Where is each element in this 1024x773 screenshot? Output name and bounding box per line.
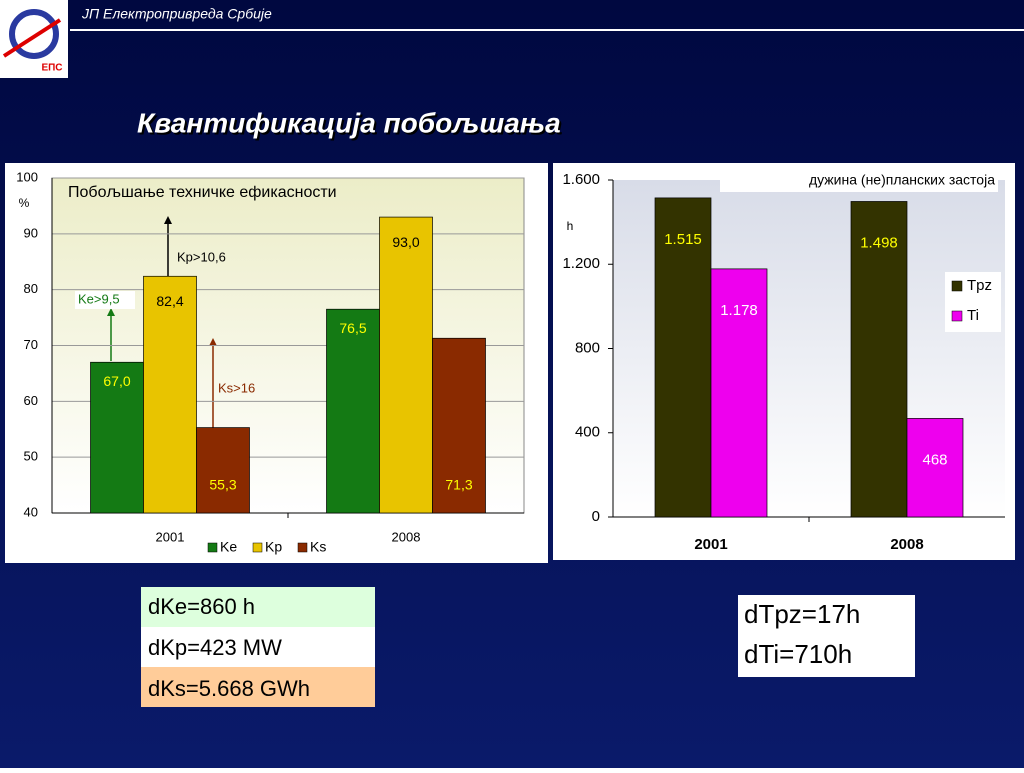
legend-label: Ti [967, 307, 979, 324]
legend-swatch [951, 280, 963, 292]
arrow-head [164, 216, 172, 224]
legend-label: Ks [310, 539, 326, 555]
legend-swatch [951, 310, 963, 322]
bar [143, 275, 197, 514]
bar [90, 361, 144, 514]
y-tick-label: 90 [24, 225, 38, 240]
data-label: 93,0 [392, 234, 419, 250]
logo-text: ЕПС [41, 63, 62, 74]
data-label: 468 [922, 451, 947, 468]
legend-label: Tpz [967, 277, 992, 294]
annotation-box [75, 291, 135, 309]
chart-title: дужина (не)планских застоја [809, 172, 995, 188]
bar [710, 268, 768, 518]
legend-label: Kp [265, 539, 282, 555]
annotation: Ke>9,5 [78, 291, 120, 306]
y-axis-label: % [19, 196, 30, 210]
annotation: Kp>10,6 [177, 249, 226, 264]
y-tick-label: 1.200 [562, 255, 600, 272]
y-tick-label: 50 [24, 449, 38, 464]
y-tick-label: 0 [592, 508, 600, 525]
title-shadow: Квантификација побољшања [139, 109, 563, 140]
y-tick-label: 60 [24, 393, 38, 408]
legend-label: Ke [220, 539, 237, 555]
bar [432, 337, 486, 514]
bar [850, 201, 908, 518]
y-tick-label: 100 [16, 169, 38, 184]
data-label: 1.498 [860, 234, 898, 251]
stat: dTi=710h [744, 639, 852, 669]
data-label: 76,5 [339, 320, 366, 336]
y-tick-label: 1.600 [562, 171, 600, 188]
stat-row [141, 627, 375, 667]
data-label: 55,3 [209, 477, 236, 493]
y-tick-label: 70 [24, 337, 38, 352]
stat: dKs=5.668 GWh [148, 676, 310, 701]
data-label: 82,4 [156, 293, 183, 309]
bar [196, 427, 250, 514]
arrow-head [209, 338, 217, 346]
y-tick-label: 80 [24, 281, 38, 296]
y-axis-label: h [567, 219, 574, 233]
x-tick-label: 2008 [392, 529, 421, 544]
y-tick-label: 800 [575, 339, 600, 356]
stat-row [141, 667, 375, 707]
x-tick-label: 2001 [694, 536, 727, 553]
logo-circle [9, 9, 59, 59]
stat-row [141, 587, 375, 627]
bar [906, 418, 964, 518]
y-tick-label: 400 [575, 424, 600, 441]
stat-box [738, 595, 915, 677]
y-tick-label: 40 [24, 504, 38, 519]
legend-swatch [207, 542, 218, 553]
bar [654, 197, 712, 518]
legend-swatch [297, 542, 308, 553]
bar [379, 216, 433, 514]
logo-bolt [2, 18, 62, 58]
slide-title: Квантификација побољшања [137, 107, 561, 138]
chart-title: Побољшање техничке ефикасности [68, 184, 337, 201]
data-label: 1.178 [720, 302, 758, 319]
title-box [720, 170, 998, 192]
data-label: 67,0 [103, 373, 130, 389]
stat: dTpz=17h [744, 599, 860, 629]
legend-swatch [252, 542, 263, 553]
annotation: Ks>16 [218, 380, 255, 395]
data-label: 71,3 [445, 477, 472, 493]
stat: dKe=860 h [148, 594, 255, 619]
x-tick-label: 2008 [890, 536, 923, 553]
stat: dKp=423 MW [148, 635, 282, 660]
data-label: 1.515 [664, 231, 702, 248]
bar [326, 308, 380, 514]
arrow-head [107, 308, 115, 316]
x-tick-label: 2001 [156, 529, 185, 544]
arrows [107, 216, 217, 442]
org-name: ЈП Електропривреда Србије [81, 6, 272, 22]
